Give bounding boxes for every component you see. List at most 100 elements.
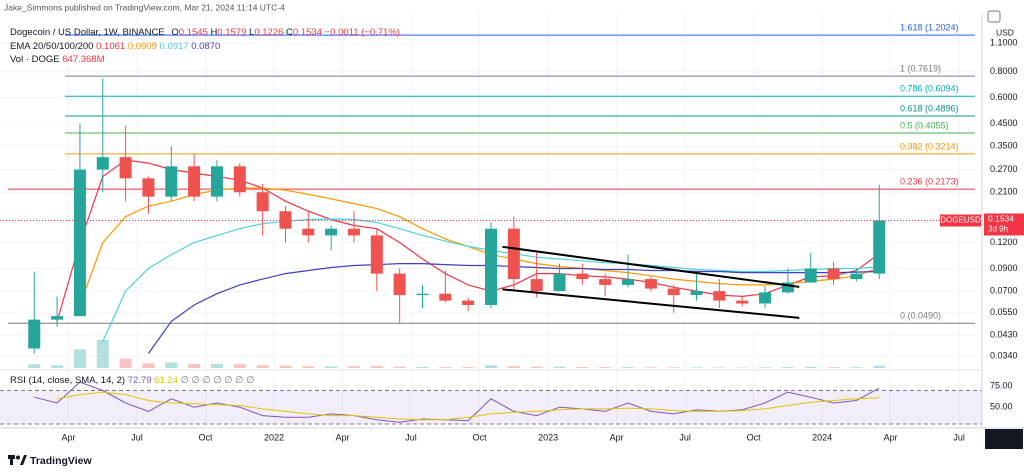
volume-bar xyxy=(873,365,886,368)
x-tick-label: 2023 xyxy=(538,432,558,442)
rsi-value: 72.79 xyxy=(128,375,152,386)
volume-bar xyxy=(233,364,246,368)
fib-label: 0.618 (0.4896) xyxy=(900,103,959,113)
candle-body xyxy=(530,279,543,292)
candle-body xyxy=(416,293,429,296)
volume-bar xyxy=(599,367,612,368)
ema-value: 0.0917 xyxy=(160,41,189,52)
candle-body xyxy=(850,273,863,280)
candle-body xyxy=(644,279,657,289)
candle-body xyxy=(690,291,703,296)
candle-body xyxy=(393,273,406,296)
candle-body xyxy=(781,282,794,293)
volume-bar xyxy=(279,365,292,368)
candle-body xyxy=(553,273,566,292)
symbol-tag xyxy=(940,214,981,227)
ohlc-value: 0.1545 xyxy=(179,27,208,38)
candle-body xyxy=(667,288,680,296)
fib-label: 0 (0.0490) xyxy=(900,311,941,321)
ohlc-value: 0.1226 xyxy=(254,27,283,38)
volume-bar xyxy=(325,366,338,368)
volume-bar xyxy=(644,367,657,368)
candle-body xyxy=(119,157,132,179)
ohlc-label: C xyxy=(286,27,293,38)
volume-bar xyxy=(393,366,406,368)
candle-body xyxy=(759,292,772,304)
candle-body xyxy=(96,157,109,170)
volume-bar xyxy=(576,367,589,368)
volume-bar xyxy=(96,340,109,368)
volume-bar xyxy=(781,367,794,368)
candle-body xyxy=(325,228,338,236)
y-tick-label: 0.6000 xyxy=(990,92,1018,102)
currency: USD xyxy=(996,27,1014,37)
candle-body xyxy=(804,268,817,283)
y-tick-label: 0.2700 xyxy=(990,164,1018,174)
volume-bar xyxy=(73,349,86,368)
volume-bar xyxy=(485,365,497,368)
legend-row: Dogecoin / US Dollar, 1W, BINANCE O0.154… xyxy=(10,27,400,38)
ohlc-label: H xyxy=(210,27,217,38)
candle-body xyxy=(827,268,840,280)
volume-bar xyxy=(439,367,452,368)
volume-bar xyxy=(51,365,64,368)
candle-body xyxy=(51,316,64,320)
settings-button[interactable] xyxy=(985,429,1023,449)
ema-value: 0.0909 xyxy=(128,41,157,52)
rsi-empty-values: ∅ ∅ ∅ ∅ ∅ ∅ ∅ xyxy=(181,375,255,386)
volume-bar xyxy=(188,363,201,368)
candle-body xyxy=(165,166,178,197)
y-tick-label: 0.0550 xyxy=(990,307,1018,317)
candle-body xyxy=(713,291,726,301)
series-line xyxy=(34,381,880,423)
x-tick-label: Jul xyxy=(405,432,417,442)
y-tick-label: 0.8000 xyxy=(990,66,1018,76)
candle-body xyxy=(622,279,635,285)
ema-row: EMA 20/50/100/200 0.1061 0.0909 0.0917 0… xyxy=(10,41,220,52)
volume-bar xyxy=(416,366,429,368)
volume-bar xyxy=(507,366,520,368)
fib-label: 1.618 (1.2024) xyxy=(900,22,959,32)
volume-bar xyxy=(462,367,475,368)
candle-body xyxy=(439,293,452,301)
x-tick-label: 2024 xyxy=(812,432,832,442)
volume-bar xyxy=(119,358,132,368)
volume-bar xyxy=(713,367,726,368)
publisher: Jake_Simmons published on TradingView.co… xyxy=(4,2,285,12)
x-tick-label: 2022 xyxy=(264,432,284,442)
volume-bar xyxy=(850,367,863,368)
volume-value: 647.368M xyxy=(62,54,104,65)
trendline xyxy=(502,245,800,288)
volume-label: Vol · DOGE xyxy=(10,54,60,65)
volume-bar xyxy=(804,366,817,368)
ema-value: 0.1061 xyxy=(96,41,125,52)
volume-bar xyxy=(210,363,223,368)
x-tick-label: Oct xyxy=(747,432,762,442)
fib-label: 0.382 (0.3214) xyxy=(900,141,959,151)
rsi-tick-label: 75.00 xyxy=(990,381,1013,391)
x-tick-label: Oct xyxy=(199,432,214,442)
candle-body xyxy=(142,178,155,197)
x-tick-label: Apr xyxy=(336,432,350,442)
volume-bar xyxy=(827,367,840,368)
axis-icon xyxy=(987,10,1001,23)
x-tick-label: Apr xyxy=(610,432,624,442)
volume-row: Vol · DOGE 647.368M xyxy=(10,54,105,65)
candle-body xyxy=(233,166,246,193)
ema-label: EMA 20/50/100/200 xyxy=(10,41,93,52)
volume-bar xyxy=(690,367,703,368)
volume-bar xyxy=(302,366,315,368)
symbol: Dogecoin / US Dollar, 1W, BINANCE xyxy=(10,27,165,38)
y-tick-label: 0.0340 xyxy=(990,351,1018,361)
ohlc-label: L xyxy=(249,27,254,38)
candle-body xyxy=(302,228,315,236)
candle-body xyxy=(210,166,223,197)
candle-body xyxy=(73,169,86,317)
candle-body xyxy=(599,279,612,285)
ohlc-change: −0.0011 (−0.71%) xyxy=(325,27,400,38)
fib-label: 0.786 (0.6094) xyxy=(900,84,959,94)
fib-label: 1 (0.7619) xyxy=(900,64,941,74)
ohlc-label: O xyxy=(171,27,178,38)
symbol-tag-text: DOGEUSD xyxy=(940,216,981,225)
